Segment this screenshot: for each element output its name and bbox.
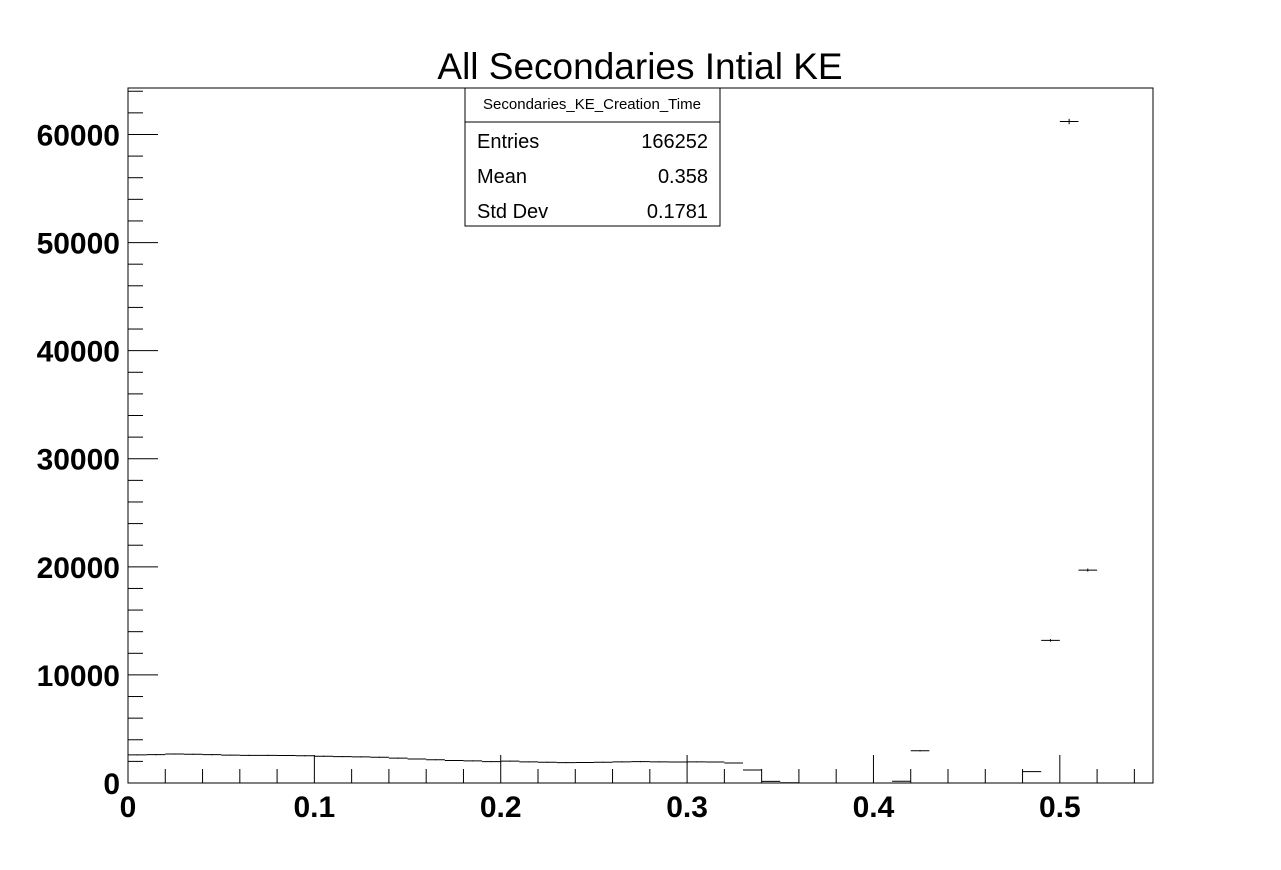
histogram-bin bbox=[351, 756, 371, 758]
x-tick-label: 0.5 bbox=[1039, 791, 1081, 824]
histogram-bin bbox=[370, 756, 389, 758]
y-tick-label: 40000 bbox=[37, 336, 120, 369]
histogram-bin bbox=[146, 754, 166, 756]
y-tick-label: 0 bbox=[103, 768, 120, 801]
y-tick-label: 60000 bbox=[37, 119, 120, 152]
stats-stddev-value: 0.1781 bbox=[647, 201, 708, 223]
stats-box-title: Secondaries_KE_Creation_Time bbox=[483, 96, 701, 113]
histogram-bin bbox=[277, 755, 296, 757]
histogram-bin bbox=[388, 757, 408, 759]
histogram-bin bbox=[649, 761, 669, 763]
stats-stddev-label: Std Dev bbox=[477, 201, 548, 223]
histogram-bin bbox=[1022, 771, 1042, 773]
histogram-bin bbox=[165, 753, 184, 755]
histogram-bin bbox=[687, 761, 706, 763]
stats-box-frame bbox=[464, 87, 721, 227]
histogram-bin bbox=[1041, 639, 1060, 642]
x-axis: 0 0.1 0.2 0.3 0.4 0.5 bbox=[120, 755, 1135, 824]
x-tick-label: 0.4 bbox=[853, 791, 895, 824]
stats-entries-value: 166252 bbox=[641, 131, 708, 153]
histogram-bin bbox=[519, 761, 538, 763]
histogram-bin bbox=[314, 755, 333, 757]
histogram-bin bbox=[724, 762, 743, 764]
histogram-bin bbox=[631, 761, 650, 763]
y-tick-label: 20000 bbox=[37, 552, 120, 585]
stats-mean-label: Mean bbox=[477, 166, 527, 188]
histogram-bin bbox=[612, 761, 632, 763]
histogram-bin bbox=[1059, 118, 1079, 125]
x-tick-label: 0.2 bbox=[480, 791, 522, 824]
histogram-bin bbox=[910, 750, 930, 752]
histogram-bin bbox=[482, 761, 501, 763]
histogram-bin bbox=[668, 761, 688, 763]
histogram-bin bbox=[444, 760, 464, 762]
histogram-bin bbox=[239, 754, 259, 756]
histogram-bin bbox=[183, 753, 203, 755]
x-tick-label: 0.3 bbox=[666, 791, 708, 824]
histogram-bin bbox=[407, 758, 427, 760]
y-axis: 0 10000 20000 30000 40000 50000 60000 bbox=[37, 90, 158, 801]
histogram-bin bbox=[333, 756, 352, 758]
histogram-bin bbox=[221, 754, 240, 756]
chart-title: All Secondaries Intial KE bbox=[437, 46, 842, 87]
histogram-bin bbox=[705, 761, 725, 763]
stats-mean-value: 0.358 bbox=[658, 166, 708, 188]
x-tick-label: 0.1 bbox=[294, 791, 336, 824]
y-tick-label: 10000 bbox=[37, 660, 120, 693]
histogram-bins bbox=[128, 118, 1098, 784]
histogram-bin bbox=[575, 761, 594, 763]
histogram-bin bbox=[1078, 568, 1098, 572]
histogram-bin bbox=[426, 759, 445, 761]
histogram-bin bbox=[463, 760, 483, 762]
stats-box: Secondaries_KE_Creation_Time Entries 166… bbox=[464, 87, 721, 227]
histogram-bin bbox=[538, 761, 557, 763]
y-tick-label: 50000 bbox=[37, 228, 120, 261]
histogram-bin bbox=[128, 754, 147, 756]
histogram-bin bbox=[743, 769, 762, 771]
histogram-bin bbox=[593, 761, 613, 763]
histogram-bin bbox=[258, 754, 278, 756]
x-tick-label: 0 bbox=[120, 791, 137, 824]
histogram-bin bbox=[202, 754, 222, 756]
stats-entries-label: Entries bbox=[477, 131, 539, 153]
histogram-bin bbox=[500, 760, 520, 762]
histogram-bin bbox=[295, 755, 315, 757]
histogram-bin bbox=[556, 762, 576, 764]
y-tick-label: 30000 bbox=[37, 444, 120, 477]
